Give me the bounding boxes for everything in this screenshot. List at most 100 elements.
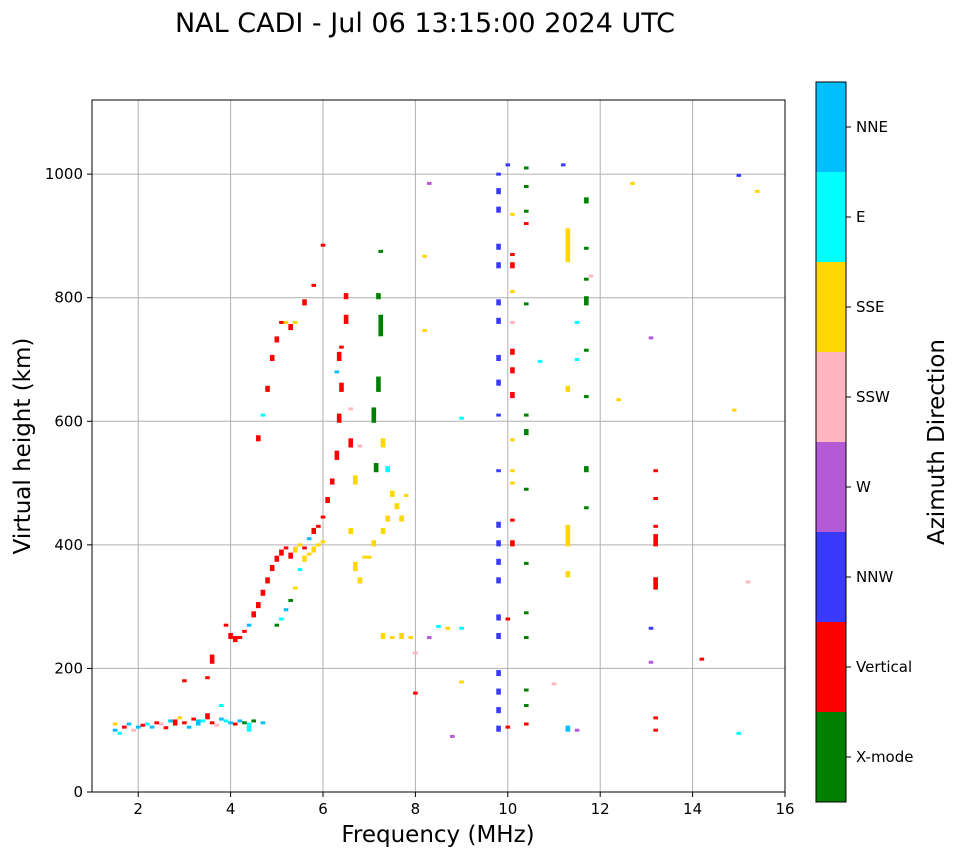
data-point [149, 725, 155, 729]
data-point [565, 228, 571, 263]
data-point [302, 555, 307, 562]
data-point [630, 181, 635, 185]
data-point [648, 336, 654, 340]
data-point [496, 172, 501, 176]
data-point [426, 181, 432, 185]
data-point [422, 328, 427, 332]
data-point [413, 691, 418, 695]
data-point [279, 320, 284, 324]
data-point [246, 623, 252, 627]
data-point [191, 717, 196, 721]
data-point [745, 580, 751, 584]
data-point [205, 676, 210, 680]
data-point [336, 351, 342, 362]
colorbar-tick-label: SSW [856, 388, 890, 406]
y-tick-label: 0 [73, 783, 83, 801]
data-point [584, 348, 589, 352]
data-point [523, 222, 529, 226]
data-point [283, 546, 289, 550]
data-point [159, 722, 164, 726]
data-point [445, 626, 451, 630]
x-tick-label: 4 [226, 800, 236, 818]
data-point [523, 166, 529, 170]
colorbar: X-mode Vertical NNW W SSW SSE E NNE [815, 81, 913, 803]
data-point [246, 725, 252, 732]
data-point [574, 728, 580, 732]
data-point [292, 586, 298, 590]
data-point [256, 435, 261, 442]
data-point [288, 324, 293, 331]
data-point [584, 197, 589, 204]
data-point [380, 632, 386, 640]
data-point [510, 367, 515, 374]
data-point [274, 555, 280, 562]
data-point [283, 608, 289, 612]
data-point [584, 277, 589, 281]
data-point [385, 466, 390, 473]
data-point [653, 469, 658, 473]
data-point [510, 518, 515, 522]
data-point [616, 398, 621, 402]
x-tick-label: 2 [133, 800, 143, 818]
data-point [394, 503, 400, 510]
colorbar-tick-label: NNW [856, 568, 893, 586]
data-point [496, 688, 501, 695]
data-point [510, 320, 515, 324]
data-point [186, 725, 192, 729]
data-point [653, 716, 658, 720]
data-point [399, 632, 404, 640]
data-point [292, 546, 298, 553]
colorbar-segment [816, 712, 846, 802]
data-point [390, 490, 395, 497]
data-point [510, 252, 515, 256]
data-point [699, 657, 705, 661]
data-point [380, 438, 386, 448]
data-point [251, 719, 256, 723]
y-tick-label: 1000 [45, 165, 83, 183]
data-point [288, 552, 293, 559]
data-point [237, 719, 243, 723]
data-point [223, 719, 229, 723]
data-point [274, 623, 280, 627]
data-point [574, 320, 580, 324]
data-point [339, 382, 344, 392]
data-point [565, 524, 571, 547]
data-point [523, 704, 529, 707]
y-tick-label: 800 [54, 289, 83, 307]
data-point [496, 469, 501, 473]
grid [92, 100, 785, 792]
data-point [200, 719, 206, 723]
data-point [353, 475, 358, 485]
data-point [380, 527, 386, 535]
data-point [306, 552, 312, 556]
data-point [523, 561, 529, 565]
plot-frame [91, 99, 786, 793]
data-point [510, 481, 515, 485]
data-point [265, 577, 270, 584]
data-point [325, 497, 330, 504]
data-point [205, 713, 210, 720]
data-point [426, 636, 432, 640]
axis-ticks: 2 4 6 8 10 12 14 16 0 200 400 600 800 1000 [45, 165, 795, 818]
data-point [265, 385, 270, 392]
colorbar-tick-label: X-mode [856, 748, 913, 766]
data-point [653, 534, 658, 547]
x-tick-label: 14 [683, 800, 702, 818]
data-point [339, 345, 344, 349]
data-point [376, 376, 381, 392]
data-point [496, 577, 501, 584]
data-point [260, 413, 266, 417]
data-point [306, 537, 312, 541]
data-point [376, 293, 381, 300]
data-point [122, 725, 127, 729]
x-axis-label: Frequency (MHz) [341, 822, 534, 848]
data-point [279, 617, 284, 621]
colorbar-segment [816, 82, 846, 172]
data-point [357, 444, 363, 448]
data-point [560, 163, 566, 167]
data-point [496, 379, 501, 386]
data-point [378, 249, 384, 253]
colorbar-segment [816, 442, 846, 532]
data-point [269, 564, 275, 572]
data-point [302, 546, 307, 550]
